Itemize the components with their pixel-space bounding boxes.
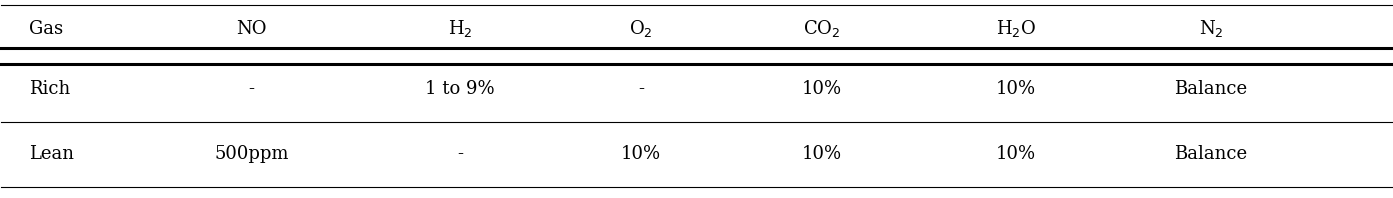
Text: NO: NO — [237, 20, 267, 38]
Text: H$_2$O: H$_2$O — [996, 18, 1036, 39]
Text: -: - — [248, 80, 255, 98]
Text: N$_2$: N$_2$ — [1198, 18, 1223, 39]
Text: O$_2$: O$_2$ — [630, 18, 653, 39]
Text: CO$_2$: CO$_2$ — [802, 18, 840, 39]
Text: 10%: 10% — [996, 145, 1036, 163]
Text: 10%: 10% — [801, 80, 841, 98]
Text: Lean: Lean — [29, 145, 74, 163]
Text: 500ppm: 500ppm — [215, 145, 288, 163]
Text: Balance: Balance — [1174, 80, 1248, 98]
Text: -: - — [638, 80, 644, 98]
Text: H$_2$: H$_2$ — [449, 18, 472, 39]
Text: Balance: Balance — [1174, 145, 1248, 163]
Text: 1 to 9%: 1 to 9% — [425, 80, 495, 98]
Text: Rich: Rich — [29, 80, 71, 98]
Text: -: - — [457, 145, 462, 163]
Text: 10%: 10% — [801, 145, 841, 163]
Text: Gas: Gas — [29, 20, 63, 38]
Text: 10%: 10% — [996, 80, 1036, 98]
Text: 10%: 10% — [621, 145, 660, 163]
